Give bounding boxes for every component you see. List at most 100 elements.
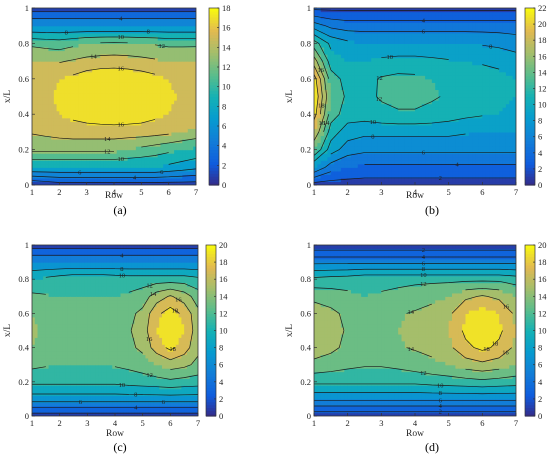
contour-cell — [347, 107, 352, 112]
contour-cell — [133, 160, 137, 165]
contour-cell — [103, 103, 107, 108]
contour-cell — [377, 117, 382, 122]
contour-cell — [114, 117, 118, 122]
contour-cell — [357, 54, 362, 59]
contour-cell — [62, 50, 66, 55]
contour-cell — [75, 114, 80, 119]
contour-cell — [32, 71, 36, 76]
contour-cell — [144, 8, 148, 13]
contour-cell — [174, 124, 178, 129]
contour-cell — [64, 167, 69, 172]
contour-cell — [83, 71, 88, 76]
contour-cell — [67, 160, 71, 165]
contour-cell — [130, 96, 134, 101]
contour-cell — [133, 181, 137, 185]
contour-cell — [51, 89, 55, 94]
contour-cell — [62, 135, 66, 140]
contour-cell — [388, 75, 393, 80]
contour-cell — [40, 170, 44, 175]
contour-cell — [185, 163, 189, 168]
contour-cell — [40, 89, 44, 94]
contour-cell — [114, 110, 118, 115]
contour-cell — [149, 54, 153, 59]
contour-cell — [187, 46, 192, 52]
contour-cell — [51, 121, 55, 126]
contour-cell — [320, 177, 325, 183]
contour-cell — [62, 54, 66, 59]
contour-cell — [146, 107, 151, 112]
contour-cell — [357, 114, 362, 119]
contour-cell — [367, 174, 372, 179]
contour-cell — [388, 89, 393, 94]
contour-cell — [347, 174, 352, 179]
contour-cell — [97, 167, 101, 172]
contour-cell — [179, 170, 183, 175]
contour-cell — [122, 135, 126, 140]
contour-cell — [361, 61, 366, 66]
contour-cell — [398, 128, 403, 133]
contour-cell — [81, 153, 85, 158]
contour-cell — [337, 149, 342, 154]
contour-cell — [152, 177, 156, 183]
contour-cell — [94, 135, 99, 140]
contour-cell — [70, 121, 74, 126]
contour-cell — [381, 11, 386, 16]
contour-cell — [62, 121, 66, 126]
contour-cell — [83, 107, 88, 112]
contour-cell — [92, 174, 96, 179]
contour-cell — [89, 57, 93, 62]
contour-cell — [334, 114, 339, 119]
contour-cell — [394, 100, 399, 105]
contour-cell — [371, 124, 376, 129]
contour-cell — [45, 160, 49, 165]
contour-cell — [344, 8, 349, 13]
contour-cell — [418, 57, 423, 62]
contour-cell — [32, 181, 36, 185]
contour-cell — [75, 50, 80, 55]
contour-cell — [89, 107, 93, 112]
contour-cell — [351, 110, 355, 115]
contour-cell — [431, 170, 436, 175]
contour-cell — [124, 153, 129, 158]
contour-cell — [179, 50, 183, 55]
contour-cell — [114, 96, 118, 101]
contour-cell — [337, 100, 342, 105]
contour-cell — [411, 124, 416, 129]
contour-cell — [53, 64, 58, 69]
contour-cell — [40, 156, 44, 161]
contour-cell — [431, 163, 436, 168]
colorbar-segment — [209, 34, 219, 39]
contour-cell — [374, 25, 379, 30]
contour-cell — [182, 32, 186, 37]
contour-cell — [320, 170, 325, 175]
contour-cell — [64, 135, 69, 140]
contour-cell — [182, 170, 186, 175]
contour-cell — [56, 46, 60, 52]
contour-cell — [185, 149, 189, 154]
contour-cell — [367, 25, 372, 30]
contour-cell — [59, 114, 63, 119]
contour-cell — [103, 107, 107, 112]
contour-cell — [111, 71, 115, 76]
contour-cell — [152, 128, 156, 133]
contour-cell — [415, 50, 419, 55]
contour-cell — [100, 25, 104, 30]
contour-cell — [97, 25, 101, 30]
contour-cell — [114, 50, 118, 55]
contour-cell — [404, 89, 409, 94]
contour-cell — [357, 64, 362, 69]
contour-cell — [344, 43, 349, 48]
contour-cell — [81, 121, 85, 126]
contour-cell — [187, 110, 192, 115]
contour-cell — [108, 170, 112, 175]
contour-cell — [56, 92, 60, 98]
contour-cell — [404, 100, 409, 105]
contour-cell — [337, 128, 342, 133]
contour-cell — [67, 128, 71, 133]
contour-cell — [411, 25, 416, 30]
contour-cell — [367, 36, 372, 41]
contour-cell — [114, 131, 118, 137]
contour-cell — [138, 146, 142, 151]
contour-cell — [357, 68, 362, 73]
